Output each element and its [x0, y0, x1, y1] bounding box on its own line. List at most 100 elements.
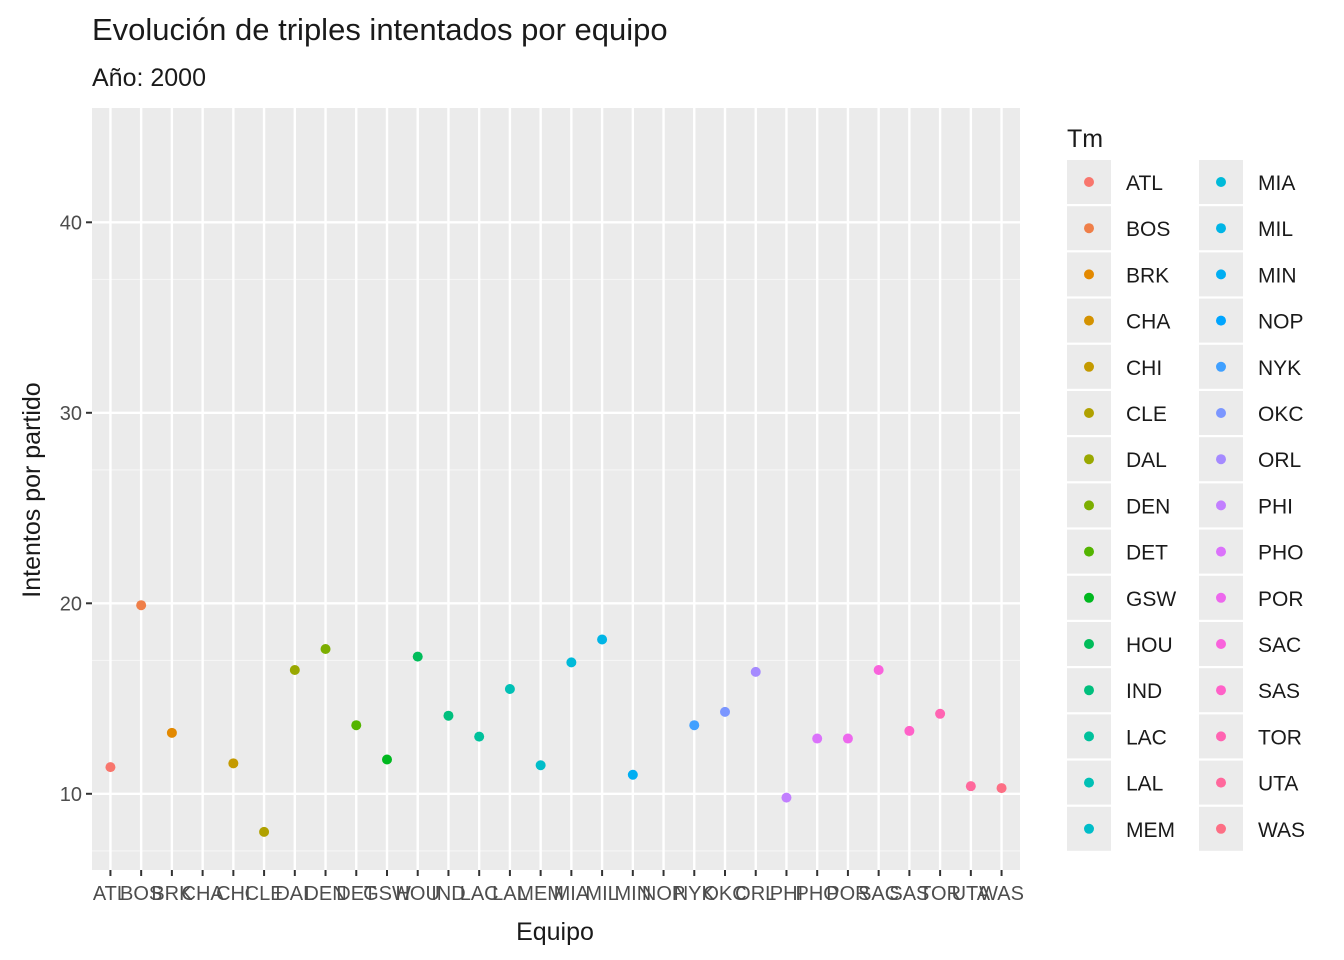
legend-label: PHO	[1258, 542, 1304, 565]
chart-subtitle: Año: 2000	[92, 64, 206, 92]
legend-label: BRK	[1126, 264, 1169, 287]
data-point-lac	[474, 731, 485, 742]
data-point-mem	[535, 760, 546, 771]
legend-marker	[1216, 500, 1226, 511]
data-point-uta	[965, 781, 976, 792]
legend-marker	[1216, 315, 1226, 326]
x-tick-label: MEM	[517, 883, 564, 905]
legend-marker	[1216, 454, 1226, 465]
data-point-tor	[935, 708, 946, 719]
data-point-mil	[597, 634, 608, 645]
x-tick-label: MIL	[585, 883, 618, 905]
x-tick-label: CHI	[216, 883, 250, 905]
x-tick-label: SAC	[858, 883, 899, 905]
x-tick-label: OKC	[703, 883, 746, 905]
legend-marker	[1216, 685, 1226, 696]
legend-label: LAL	[1126, 773, 1163, 796]
x-tick-label: BOS	[120, 883, 162, 905]
legend-marker	[1084, 639, 1094, 649]
legend-marker	[1084, 500, 1094, 511]
y-tick-label: 10	[60, 784, 82, 806]
data-point-cle	[259, 826, 270, 837]
legend-marker	[1216, 639, 1226, 649]
legend-label: ORL	[1258, 449, 1301, 472]
data-point-phi	[781, 792, 792, 803]
data-point-hou	[412, 651, 423, 662]
x-tick-label: UTA	[952, 883, 991, 905]
x-axis: ATLBOSBRKCHACHICLEDALDENDETGSWHOUINDLACL…	[93, 870, 1024, 905]
x-tick-label: CHA	[182, 883, 225, 905]
legend-label: MIN	[1258, 264, 1297, 287]
legend-marker	[1216, 361, 1226, 372]
legend-label: SAS	[1258, 680, 1300, 703]
legend-label: SAC	[1258, 634, 1301, 657]
y-axis: 10 20 30 40	[60, 212, 92, 806]
x-tick-label: BRK	[151, 883, 193, 905]
x-tick-label: NYK	[674, 883, 716, 905]
legend-marker	[1216, 777, 1226, 788]
legend-label: NYK	[1258, 357, 1301, 380]
chart-title: Evolución de triples intentados por equi…	[92, 12, 668, 47]
x-tick-label: HOU	[395, 883, 439, 905]
data-point-brk	[166, 727, 177, 738]
data-point-det	[351, 720, 362, 731]
data-point-chi	[228, 758, 239, 769]
x-tick-label: CLE	[245, 883, 284, 905]
data-point-orl	[750, 666, 761, 677]
data-point-nyk	[689, 720, 700, 731]
legend-label: WAS	[1258, 819, 1305, 842]
legend-label: CHA	[1126, 311, 1170, 334]
x-tick-label: POR	[826, 883, 869, 905]
x-axis-title: Equipo	[516, 918, 594, 946]
legend-label: LAC	[1126, 726, 1167, 749]
legend-label: TOR	[1258, 726, 1302, 749]
x-tick-label: LAL	[492, 883, 528, 905]
legend-marker	[1084, 777, 1094, 788]
x-tick-label: IND	[431, 883, 465, 905]
x-tick-label: WAS	[979, 883, 1024, 905]
legend-label: NOP	[1258, 311, 1304, 334]
x-tick-label: TOR	[919, 883, 961, 905]
panel-background	[92, 108, 1020, 870]
x-tick-label: MIN	[614, 883, 651, 905]
data-point-okc	[720, 706, 731, 717]
x-tick-label: MIA	[554, 883, 590, 905]
x-tick-label: ORL	[735, 883, 776, 905]
legend-label: MIA	[1258, 172, 1295, 195]
legend-marker	[1084, 223, 1094, 234]
data-point-atl	[105, 762, 116, 773]
x-tick-label: DEN	[304, 883, 346, 905]
legend-marker	[1084, 823, 1094, 834]
data-point-pho	[812, 733, 823, 744]
legend-marker	[1216, 546, 1226, 557]
legend-label: UTA	[1258, 773, 1298, 796]
legend-marker	[1216, 408, 1226, 418]
x-tick-label: SAS	[889, 883, 929, 905]
data-point-lal	[504, 684, 515, 695]
legend-marker	[1216, 592, 1226, 603]
legend-label: MEM	[1126, 819, 1175, 842]
legend-marker	[1216, 223, 1226, 234]
data-point-bos	[136, 600, 147, 611]
y-tick-label: 40	[60, 212, 82, 234]
data-point-ind	[443, 710, 454, 721]
legend-label: DET	[1126, 542, 1168, 565]
y-tick-label: 20	[60, 593, 82, 615]
x-tick-label: PHI	[770, 883, 803, 905]
y-tick-label: 30	[60, 403, 82, 425]
x-tick-label: ATL	[93, 883, 128, 905]
legend-label: IND	[1126, 680, 1162, 703]
data-point-por	[842, 733, 853, 744]
legend-label: MIL	[1258, 218, 1293, 241]
legend-label: ATL	[1126, 172, 1163, 195]
legend-title: Tm	[1067, 125, 1103, 153]
legend-label: POR	[1258, 588, 1304, 611]
legend-marker	[1084, 177, 1094, 187]
legend-marker	[1084, 408, 1094, 418]
x-tick-label: DET	[336, 883, 376, 905]
legend: Tm ATL BOS BRK CHA CHI CLE DAL DEN DET GSW HOU IND L…	[1067, 125, 1305, 851]
legend-label: PHI	[1258, 495, 1293, 518]
legend-label: BOS	[1126, 218, 1170, 241]
x-tick-label: NOP	[642, 883, 685, 905]
data-point-den	[320, 644, 331, 655]
